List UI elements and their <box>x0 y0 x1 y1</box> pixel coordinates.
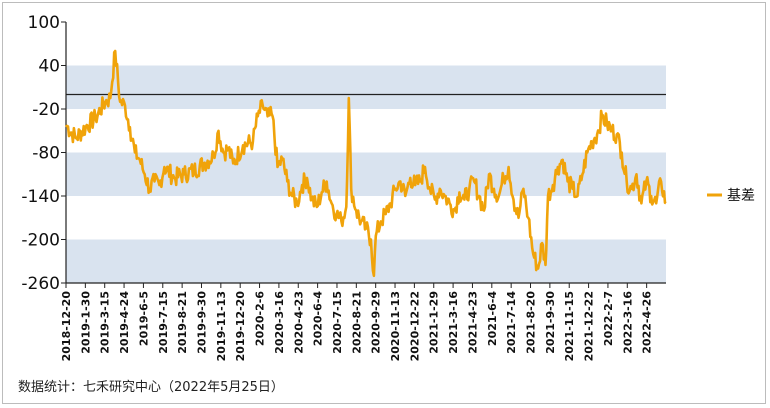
x-tick-label: 2020-8-21 <box>350 291 363 354</box>
y-tick-label: -80 <box>32 144 60 164</box>
x-tick-label: 2021-8-20 <box>525 291 538 354</box>
x-tick-label: 2021-4-23 <box>466 291 479 354</box>
grid-band <box>66 239 666 283</box>
x-tick-label: 2021-9-30 <box>544 291 557 354</box>
x-tick-label: 2022-4-26 <box>641 291 654 354</box>
x-tick-label: 2021-11-15 <box>563 291 576 361</box>
y-tick-label: 40 <box>38 57 60 77</box>
x-tick-label: 2021-12-22 <box>583 291 596 361</box>
x-tick-label: 2021-7-14 <box>505 291 518 354</box>
x-tick-label: 2019-7-15 <box>157 291 170 354</box>
y-tick-label: -20 <box>32 100 60 120</box>
x-tick-label: 2018-12-20 <box>60 291 73 362</box>
x-tick-label: 2019-9-30 <box>195 291 208 354</box>
x-tick-label: 2019-4-24 <box>118 291 131 354</box>
x-tick-label: 2019-3-15 <box>99 291 112 354</box>
x-tick-label: 2019-12-20 <box>234 291 247 362</box>
y-tick-label: -260 <box>21 274 60 294</box>
x-tick-label: 2021-1-29 <box>428 291 441 354</box>
y-tick-label: -140 <box>21 187 60 207</box>
x-tick-label: 2020-3-16 <box>273 291 286 354</box>
x-tick-label: 2020-2-6 <box>254 291 267 346</box>
x-tick-label: 2020-12-22 <box>408 291 421 361</box>
x-tick-label: 2020-7-15 <box>331 291 344 354</box>
legend-label: 基差 <box>727 187 755 204</box>
x-tick-label: 2020-9-29 <box>370 291 383 354</box>
x-tick-label: 2019-11-13 <box>215 291 228 361</box>
series-line-jicha <box>64 49 667 278</box>
x-tick-label: 2019-1-30 <box>79 291 92 354</box>
x-tick-label: 2021-3-16 <box>447 291 460 354</box>
x-tick-label: 2022-3-16 <box>621 291 634 354</box>
x-tick-label: 2020-4-23 <box>292 291 305 354</box>
x-tick-label: 2019-8-21 <box>176 291 189 354</box>
x-tick-label: 2019-6-5 <box>137 291 150 346</box>
x-tick-label: 2022-2-7 <box>602 291 615 346</box>
x-tick-label: 2020-11-13 <box>389 291 402 361</box>
y-tick-label: 100 <box>28 13 60 33</box>
grid-band <box>66 65 666 109</box>
x-tick-label: 2021-6-4 <box>486 291 499 346</box>
x-tick-label: 2020-6-4 <box>312 291 325 346</box>
y-tick-label: -200 <box>21 231 60 251</box>
data-source-note: 数据统计：七禾研究中心（2022年5月25日） <box>18 380 284 395</box>
